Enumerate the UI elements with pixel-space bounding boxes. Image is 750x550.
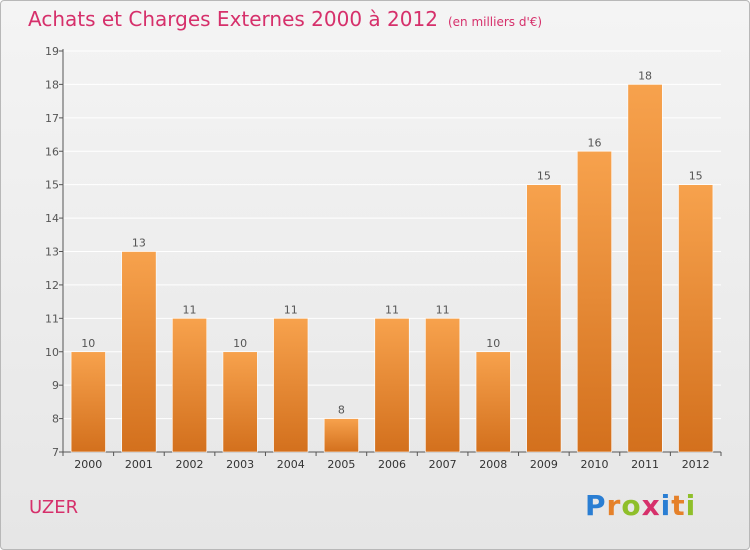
bar (122, 252, 156, 453)
bar (172, 318, 206, 452)
x-tick-label: 2005 (327, 458, 355, 471)
bar (527, 185, 561, 452)
logo-letter: o (621, 489, 641, 522)
bar-value-label: 10 (233, 337, 247, 350)
bar (324, 419, 358, 452)
x-tick-label: 2000 (74, 458, 102, 471)
logo-letter: t (671, 489, 685, 522)
bar-value-label: 18 (638, 69, 652, 82)
bar-value-label: 11 (284, 303, 298, 316)
bar (71, 352, 105, 452)
x-tick-label: 2007 (429, 458, 457, 471)
y-tick-label: 18 (45, 78, 59, 91)
bar-value-label: 10 (81, 337, 95, 350)
bar (425, 318, 459, 452)
x-tick-label: 2002 (176, 458, 204, 471)
bar (577, 151, 611, 452)
logo-letter: r (607, 489, 622, 522)
y-tick-label: 11 (45, 312, 59, 325)
x-tick-label: 2003 (226, 458, 254, 471)
location-name: UZER (29, 497, 78, 518)
y-tick-label: 16 (45, 145, 59, 158)
y-tick-label: 14 (45, 212, 59, 225)
bar-value-label: 10 (486, 337, 500, 350)
y-tick-label: 19 (45, 45, 59, 58)
bar-value-label: 8 (338, 404, 345, 417)
x-tick-label: 2011 (631, 458, 659, 471)
logo-letter: i (686, 489, 697, 522)
x-tick-label: 2012 (682, 458, 710, 471)
y-tick-label: 7 (52, 446, 59, 459)
bar (375, 318, 409, 452)
y-tick-label: 9 (52, 379, 59, 392)
x-tick-label: 2009 (530, 458, 558, 471)
bar-value-label: 15 (537, 170, 551, 183)
bar-value-label: 11 (436, 303, 450, 316)
bar-value-label: 13 (132, 237, 146, 250)
y-tick-label: 15 (45, 179, 59, 192)
y-tick-label: 13 (45, 246, 59, 259)
x-tick-label: 2004 (277, 458, 305, 471)
y-tick-label: 12 (45, 279, 59, 292)
logo-letter: x (642, 489, 661, 522)
y-tick-label: 8 (52, 413, 59, 426)
x-tick-label: 2001 (125, 458, 153, 471)
bar (274, 318, 308, 452)
bar-value-label: 15 (689, 170, 703, 183)
bar-chart: 7 8 9 10 11 12 13 14 15 16 17 18 19 10 2000 13 2001 11 200… (1, 1, 750, 550)
bar (678, 185, 712, 452)
bar-value-label: 16 (587, 136, 601, 149)
bar-value-label: 11 (385, 303, 399, 316)
logo-letter: P (585, 489, 607, 522)
y-tick-label: 10 (45, 346, 59, 359)
logo-letter: i (661, 489, 672, 522)
x-tick-label: 2006 (378, 458, 406, 471)
bar (223, 352, 257, 452)
x-tick-label: 2010 (580, 458, 608, 471)
bar (628, 84, 662, 452)
chart-frame: Achats et Charges Externes 2000 à 2012 (e… (0, 0, 750, 550)
x-tick-label: 2008 (479, 458, 507, 471)
y-tick-label: 17 (45, 112, 59, 125)
bar-value-label: 11 (183, 303, 197, 316)
proxiti-logo: Proxiti (585, 489, 696, 522)
bar (476, 352, 510, 452)
